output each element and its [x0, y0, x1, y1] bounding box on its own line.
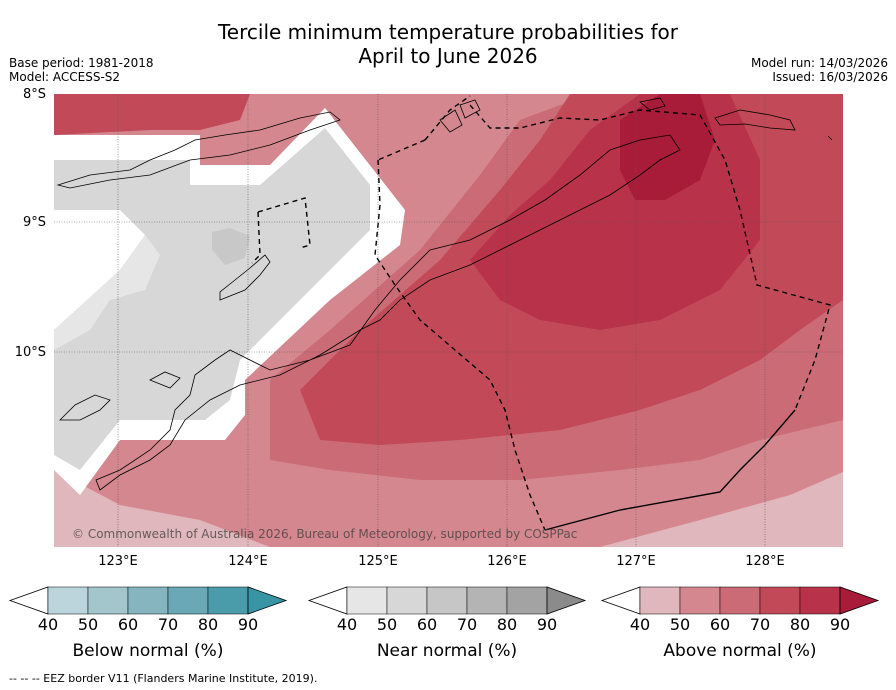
colorbar-label-below: Below normal (%)	[72, 641, 224, 661]
colorbar-above-segment-2	[679, 586, 721, 615]
colorbar-below-segment-5	[207, 586, 249, 615]
colorbar-above-low-extend	[600, 586, 641, 615]
above-40-band-south	[600, 472, 843, 547]
colorbar-below-segment-2	[87, 586, 129, 615]
base-period-text: Base period: 1981-2018	[9, 56, 154, 70]
colorbar-above-segment-5	[799, 586, 841, 615]
colorbar-above-tick-40: 40	[629, 615, 651, 634]
colorbar-label-above: Above normal (%)	[663, 641, 817, 661]
issued-text: Issued: 16/03/2026	[772, 70, 888, 84]
colorbar-near-tick-40: 40	[336, 615, 358, 634]
lon-label-126e: 126°E	[487, 554, 527, 569]
eez-border-solid	[544, 409, 796, 531]
page-title: Tercile minimum temperature probabilitie…	[0, 20, 896, 68]
colorbar-near-segment-2	[386, 586, 428, 615]
metadata-left: Base period: 1981-2018 Model: ACCESS-S2	[9, 56, 154, 84]
copyright-text: © Commonwealth of Australia 2026, Bureau…	[72, 527, 578, 541]
above-40-band-southwest	[54, 470, 270, 547]
lat-label-10s: 10°S	[14, 345, 46, 360]
colorbar-below-tick-40: 40	[37, 615, 59, 634]
colorbar-above-segment-4	[759, 586, 801, 615]
colorbar-near-segment-1	[346, 586, 388, 615]
colorbar-below-low-extend	[8, 586, 49, 615]
colorbar-label-near: Near normal (%)	[376, 641, 518, 661]
lat-label-9s: 9°S	[22, 215, 46, 230]
colorbar-below-tick-60: 60	[117, 615, 139, 634]
colorbar-near-tick-90: 90	[536, 615, 558, 634]
colorbar-near-segment-4	[466, 586, 508, 615]
eez-legend-note: -- -- -- EEZ border V11 (Flanders Marine…	[9, 672, 318, 685]
colorbar-above-segment-3	[719, 586, 761, 615]
colorbar-below-segment-4	[167, 586, 209, 615]
colorbar-above-segment-1	[639, 586, 681, 615]
above-90-region	[620, 94, 715, 200]
near-normal-40-band	[54, 235, 160, 350]
colorbar-below-tick-80: 80	[197, 615, 219, 634]
near-normal-60-patch	[212, 228, 250, 265]
lon-label-125e: 125°E	[358, 554, 398, 569]
lon-label-124e: 124°E	[228, 554, 268, 569]
colorbar-near-segment-5	[506, 586, 548, 615]
colorbar-above-high-extend	[839, 586, 880, 615]
colorbar-near-tick-70: 70	[456, 615, 478, 634]
metadata-right: Model run: 14/03/2026 Issued: 16/03/2026	[751, 56, 888, 84]
colorbar-above-tick-50: 50	[669, 615, 691, 634]
title-line-1: Tercile minimum temperature probabilitie…	[217, 20, 679, 44]
model-text: Model: ACCESS-S2	[9, 70, 121, 84]
colorbar-below-tick-50: 50	[77, 615, 99, 634]
colorbar-below-tick-90: 90	[237, 615, 259, 634]
above-70-patch-northwest	[54, 94, 250, 135]
colorbar-below-segment-1	[47, 586, 89, 615]
colorbar-below-tick-70: 70	[157, 615, 179, 634]
eez-border	[251, 95, 831, 531]
colorbar-below-segment-3	[127, 586, 169, 615]
coastline	[56, 97, 833, 491]
lon-label-128e: 128°E	[745, 554, 785, 569]
title-line-2: April to June 2026	[358, 44, 538, 68]
colorbar-near-segment-3	[426, 586, 468, 615]
colorbar-near-low-extend	[307, 586, 348, 615]
colorbar-near-tick-80: 80	[496, 615, 518, 634]
colorbar-above-tick-70: 70	[749, 615, 771, 634]
colorbars	[8, 586, 880, 615]
colorbar-near-tick-60: 60	[416, 615, 438, 634]
lon-label-123e: 123°E	[98, 554, 138, 569]
colorbar-below-high-extend	[247, 586, 288, 615]
colorbar-above-tick-60: 60	[709, 615, 731, 634]
colorbar-above-tick-80: 80	[789, 615, 811, 634]
near-normal-50-region	[54, 128, 370, 470]
colorbar-near-high-extend	[546, 586, 587, 615]
model-run-text: Model run: 14/03/2026	[750, 56, 888, 70]
lon-label-127e: 127°E	[616, 554, 656, 569]
colorbar-near-tick-50: 50	[376, 615, 398, 634]
colorbar-above-tick-90: 90	[829, 615, 851, 634]
lat-label-8s: 8°S	[22, 87, 46, 102]
